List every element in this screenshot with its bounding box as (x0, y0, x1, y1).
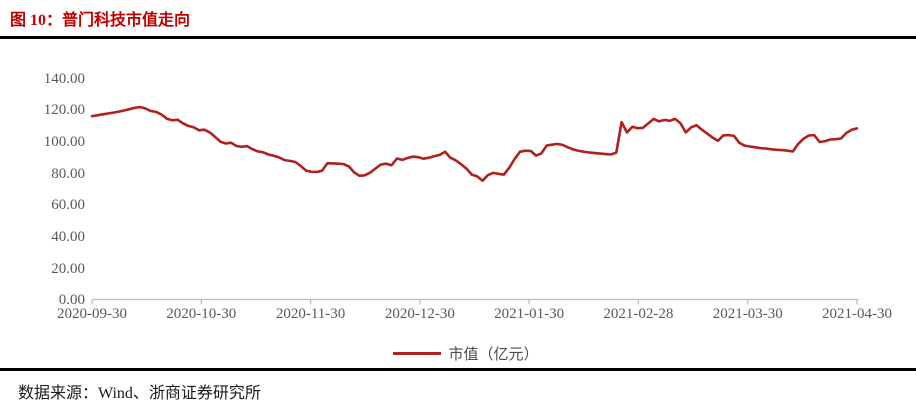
x-axis-tick-label: 2020-11-30 (275, 306, 346, 322)
top-rule (0, 36, 916, 39)
x-axis-tick-label: 2020-10-30 (166, 306, 237, 322)
x-axis-tick-label: 2021-01-30 (494, 306, 565, 322)
y-axis-tick-label: 60.00 (51, 197, 85, 214)
y-axis-tick-label: 40.00 (51, 228, 85, 245)
x-axis-tick-label: 2021-03-30 (712, 306, 783, 322)
legend-line-swatch (393, 352, 442, 355)
market-cap-line (90, 105, 859, 182)
x-axis-tick-label: 2020-09-30 (57, 306, 127, 322)
y-axis-tick-label: 0.00 (58, 292, 85, 309)
chart-legend: 市值（亿元） (8, 343, 916, 364)
y-axis-tick-label: 80.00 (51, 165, 85, 182)
x-axis-tick-label: 2021-02-28 (603, 306, 674, 322)
figure-title: 图 10：普门科技市值走向 (10, 12, 191, 29)
y-axis-tick-label: 100.00 (43, 133, 85, 150)
x-axis-tick-label: 2021-04-30 (822, 306, 892, 322)
bottom-rule (0, 368, 916, 371)
y-axis-tick-label: 120.00 (43, 102, 85, 119)
y-axis-tick-label: 20.00 (51, 260, 85, 277)
data-source: 数据来源：Wind、浙商证券研究所 (18, 385, 261, 402)
x-axis-tick-label: 2020-12-30 (384, 306, 455, 322)
y-axis-tick-label: 140.00 (43, 70, 85, 87)
legend-label: 市值（亿元） (448, 347, 539, 363)
